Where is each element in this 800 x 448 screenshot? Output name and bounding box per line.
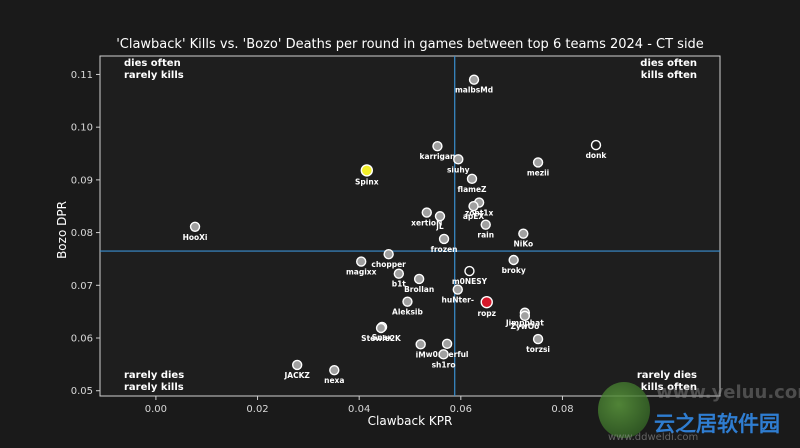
quadrant-label-top-right: kills often	[641, 70, 697, 81]
point-label: Snax	[372, 333, 393, 342]
data-point	[438, 349, 449, 360]
point-label: Jimpphat	[505, 319, 544, 328]
point-label: sh1ro	[432, 360, 456, 369]
point-label: m0NESY	[452, 277, 488, 286]
data-point	[518, 228, 529, 239]
data-point	[356, 256, 367, 267]
point-label: torzsi	[526, 345, 550, 354]
data-point	[468, 201, 479, 212]
y-tick-label: 0.05	[71, 386, 93, 397]
point-label: Brollan	[404, 285, 434, 294]
point-label: huNter-	[442, 296, 474, 305]
point-label: chopper	[371, 260, 406, 269]
point-label: siuhy	[447, 165, 470, 174]
data-point	[421, 207, 432, 218]
data-point	[415, 339, 426, 350]
data-point	[532, 333, 544, 345]
y-tick-label: 0.06	[71, 334, 93, 345]
point-label: magixx	[346, 268, 377, 277]
chart-title: 'Clawback' Kills vs. 'Bozo' Deaths per r…	[116, 37, 704, 52]
point-label: jL	[435, 222, 444, 231]
data-point	[508, 254, 519, 266]
point-label: ropz	[477, 309, 496, 318]
quadrant-label-bottom-right: kills often	[641, 382, 697, 393]
data-point	[466, 173, 478, 185]
point-label: xertioN	[411, 219, 442, 228]
quadrant-label-top-right: dies often	[640, 58, 697, 69]
watermark-site-text: www.yeluu.com	[656, 382, 800, 403]
data-point	[480, 295, 493, 309]
watermark-brand-text: 云之居软件园	[654, 412, 780, 436]
data-point	[434, 211, 446, 222]
data-point	[441, 338, 453, 350]
quadrant-label-top-left: dies often	[124, 58, 181, 69]
y-tick-label: 0.07	[71, 281, 93, 292]
point-label: malbsMd	[455, 86, 493, 95]
data-point	[453, 154, 464, 165]
data-point	[329, 364, 340, 376]
x-tick-label: 0.08	[551, 404, 573, 415]
point-label: flameZ	[458, 185, 488, 194]
x-axis-label: Clawback KPR	[368, 414, 453, 428]
y-tick-label: 0.10	[71, 123, 93, 134]
point-label: ZywOo	[510, 322, 539, 331]
x-tick-label: 0.02	[246, 404, 268, 415]
data-point	[413, 273, 425, 285]
plot-area	[99, 55, 721, 397]
point-label: rain	[477, 231, 494, 240]
watermark: www.yeluu.com 云之居软件园 www.ddweldi.com	[598, 378, 800, 444]
watermark-logo-icon	[598, 382, 650, 438]
point-label: b1t	[392, 280, 407, 289]
data-point	[480, 219, 491, 230]
data-point	[360, 164, 374, 177]
point-label: donk	[586, 151, 608, 160]
point-label: apEX	[463, 212, 485, 221]
quadrant-label-bottom-right: rarely dies	[637, 370, 697, 381]
data-point	[432, 140, 443, 152]
data-point	[438, 233, 450, 245]
data-point	[291, 359, 303, 371]
data-point	[590, 139, 602, 151]
y-tick-label: 0.09	[71, 175, 93, 186]
quadrant-label-bottom-left: rarely kills	[124, 382, 184, 393]
y-tick-label: 0.08	[71, 228, 93, 239]
data-point	[464, 265, 475, 277]
data-point	[189, 221, 201, 232]
point-label: NiKo	[513, 240, 533, 249]
x-tick-label: 0.06	[450, 404, 472, 415]
x-tick-label: 0.04	[348, 404, 370, 415]
point-label: JACKZ	[284, 371, 311, 380]
point-label: nexa	[324, 376, 344, 385]
point-label: iM	[416, 350, 426, 359]
data-point	[468, 74, 480, 85]
data-point	[383, 249, 394, 260]
point-label: frozen	[431, 245, 458, 254]
y-tick-label: 0.11	[71, 70, 93, 81]
data-point	[402, 296, 413, 307]
point-label: broky	[502, 266, 526, 275]
data-point	[452, 284, 463, 295]
point-label: karrigan	[420, 152, 456, 161]
watermark-domain-text: www.ddweldi.com	[608, 432, 699, 443]
data-point	[375, 322, 387, 334]
point-label: Stewie2K	[361, 334, 402, 343]
data-point	[519, 310, 531, 322]
point-label: Spinx	[355, 177, 379, 186]
point-label: HooXi	[183, 233, 208, 242]
x-tick-label: 0.00	[145, 404, 167, 415]
y-axis-label: Bozo DPR	[55, 201, 69, 259]
quadrant-label-top-left: rarely kills	[124, 70, 184, 81]
data-point	[532, 157, 544, 168]
quadrant-label-bottom-left: rarely dies	[124, 370, 184, 381]
point-label: Aleksib	[392, 308, 423, 317]
data-point	[393, 268, 405, 279]
point-label: zont1x	[465, 209, 494, 218]
point-label: mezii	[527, 168, 549, 177]
